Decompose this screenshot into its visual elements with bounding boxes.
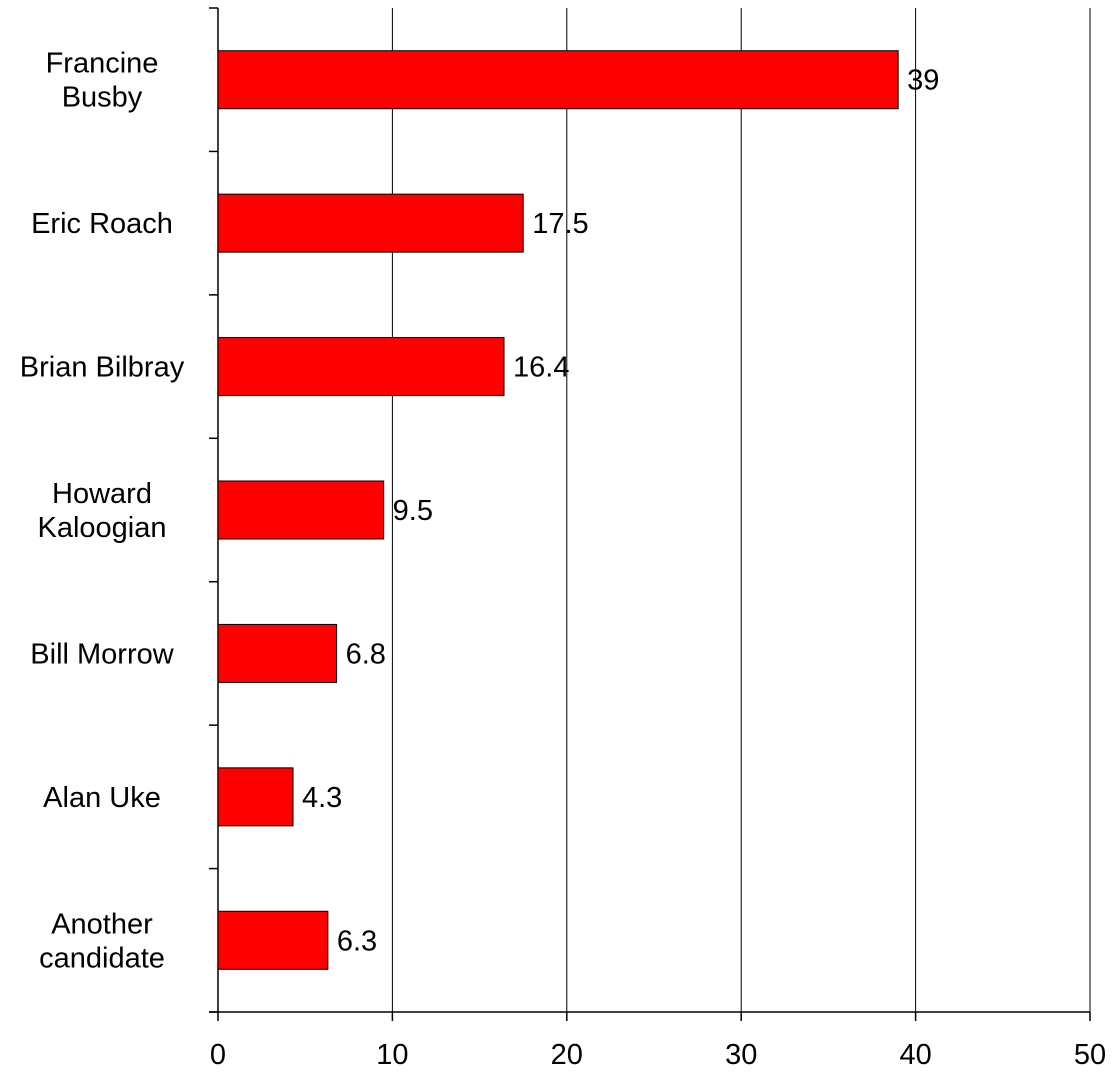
bar bbox=[217, 193, 524, 253]
category-label: Howard bbox=[52, 478, 152, 510]
category-label: Busby bbox=[62, 82, 143, 114]
value-label: 6.8 bbox=[346, 638, 386, 670]
category-label: Eric Roach bbox=[31, 208, 173, 240]
x-tick-label: 30 bbox=[725, 1039, 757, 1071]
x-tick-label: 10 bbox=[376, 1039, 408, 1071]
x-tick-label: 0 bbox=[210, 1039, 226, 1071]
category-label: Bill Morrow bbox=[30, 638, 174, 670]
category-label: Francine bbox=[46, 48, 159, 80]
bar bbox=[217, 50, 899, 110]
x-tick-label: 50 bbox=[1074, 1039, 1106, 1071]
value-label: 4.3 bbox=[302, 782, 342, 814]
x-tick-label: 40 bbox=[899, 1039, 931, 1071]
bar bbox=[217, 623, 338, 683]
category-label: Brian Bilbray bbox=[20, 352, 185, 384]
category-label: Another bbox=[51, 908, 153, 940]
x-tick-label: 20 bbox=[551, 1039, 583, 1071]
value-label: 6.3 bbox=[337, 925, 377, 957]
value-label: 17.5 bbox=[532, 208, 588, 240]
bar bbox=[217, 337, 505, 397]
value-label: 9.5 bbox=[393, 495, 433, 527]
bar bbox=[217, 480, 385, 540]
category-label: candidate bbox=[39, 942, 165, 974]
category-label: Kaloogian bbox=[38, 512, 167, 544]
gridlines bbox=[391, 8, 1091, 1012]
bar bbox=[217, 767, 294, 827]
value-label: 16.4 bbox=[513, 352, 569, 384]
category-label: Alan Uke bbox=[43, 782, 161, 814]
bar bbox=[217, 910, 329, 970]
bars bbox=[217, 50, 899, 970]
value-label: 39 bbox=[907, 65, 939, 97]
